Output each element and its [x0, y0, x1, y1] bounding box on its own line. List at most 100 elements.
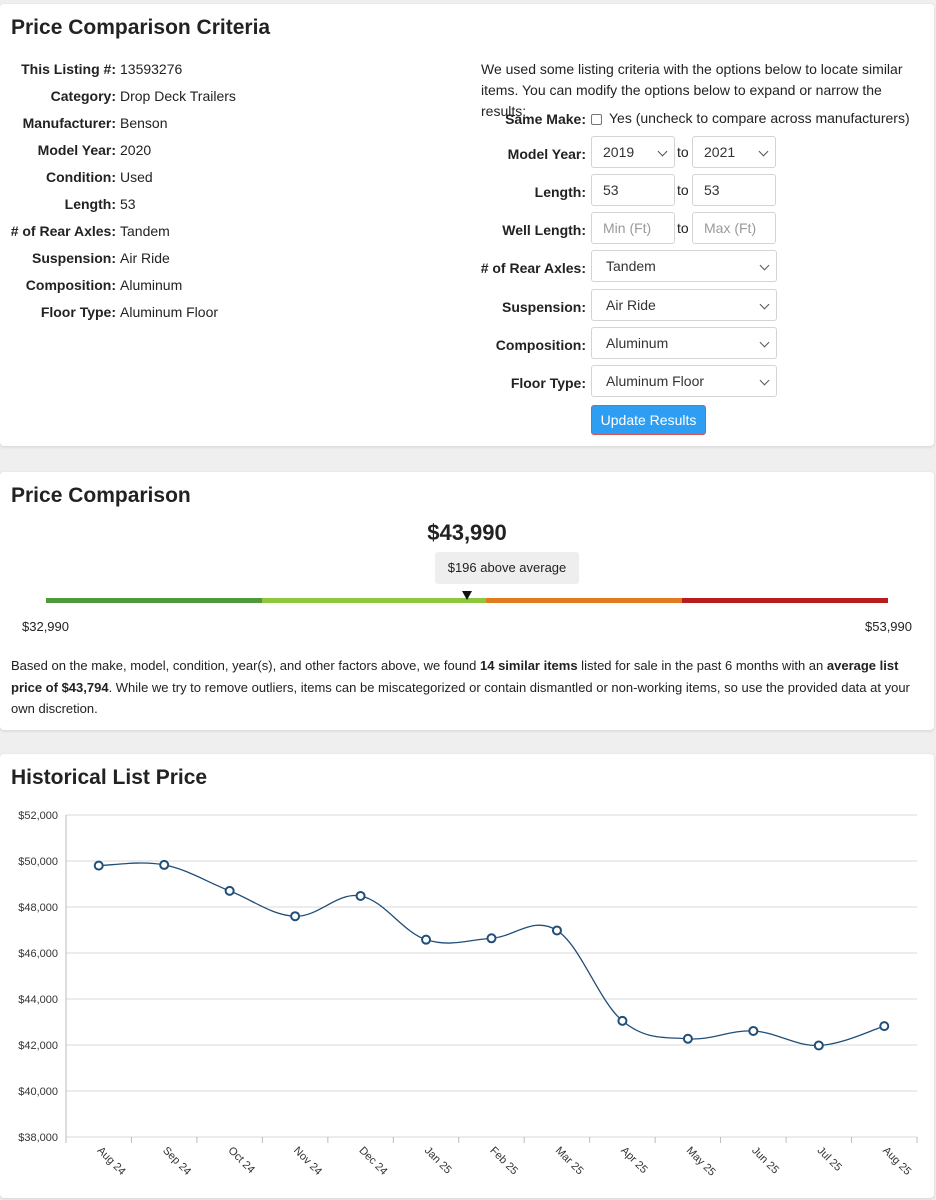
y-tick-label: $40,000 — [18, 1086, 58, 1098]
x-tick-label: Sep 24 — [160, 1145, 193, 1178]
same-make-checkbox[interactable] — [591, 114, 602, 125]
x-tick-label: Jul 25 — [815, 1145, 844, 1174]
gauge-segment — [46, 598, 262, 603]
x-tick-label: Feb 25 — [487, 1145, 520, 1178]
spec-label: Floor Type: — [40, 304, 116, 320]
price-comparison-title: Price Comparison — [11, 484, 191, 507]
data-point — [617, 1015, 628, 1026]
chevron-down-icon — [657, 146, 668, 157]
spec-row: Manufacturer: Benson — [0, 113, 400, 133]
x-tick-label: May 25 — [684, 1145, 718, 1179]
price-difference-badge: $196 above average — [435, 552, 579, 584]
spec-row: Condition: Used — [0, 167, 400, 187]
x-tick-label: Mar 25 — [553, 1145, 586, 1178]
price-comparison-card: Price Comparison $43,990 $196 above aver… — [0, 472, 934, 730]
model-year-from-select[interactable]: 2019 — [591, 136, 675, 168]
y-tick-label: $50,000 — [18, 856, 58, 868]
length-from-input[interactable]: 53 — [591, 174, 675, 206]
summary-text: Based on the make, model, condition, yea… — [11, 658, 480, 673]
data-point — [93, 860, 104, 871]
data-point — [748, 1025, 759, 1036]
spec-label: Condition: — [46, 169, 116, 185]
spec-row: This Listing #: 13593276 — [0, 59, 400, 79]
x-tick-label: Jan 25 — [422, 1145, 454, 1177]
update-results-button[interactable]: Update Results — [591, 405, 706, 435]
chevron-down-icon — [758, 146, 769, 157]
criteria-title: Price Comparison Criteria — [11, 16, 271, 39]
data-point — [879, 1021, 890, 1032]
spec-value: 13593276 — [120, 61, 183, 77]
suspension-label: Suspension: — [501, 299, 586, 315]
price-marker-icon — [462, 591, 472, 600]
rear-axles-value: Tandem — [606, 258, 656, 274]
length-to-input[interactable]: 53 — [692, 174, 776, 206]
historical-list-price-card: Historical List Price $38,000 $40,000 $42,… — [0, 754, 934, 1198]
x-tick-label: Aug 24 — [95, 1145, 128, 1178]
spec-label: Model Year: — [37, 142, 116, 158]
composition-select[interactable]: Aluminum — [591, 327, 777, 359]
chevron-down-icon — [759, 260, 770, 271]
listing-price: $43,990 — [427, 520, 507, 545]
spec-label: Suspension: — [31, 250, 116, 266]
floor-type-value: Aluminum Floor — [606, 373, 705, 389]
x-tick-label: Apr 25 — [618, 1145, 649, 1176]
well-length-max-input[interactable]: Max (Ft) — [692, 212, 776, 244]
data-point — [813, 1040, 824, 1051]
spec-value: Used — [120, 169, 153, 185]
floor-type-label: Floor Type: — [510, 375, 586, 391]
price-comparison-criteria-card: Price Comparison Criteria This Listing #… — [0, 4, 934, 446]
spec-row: Composition: Aluminum — [0, 275, 400, 295]
rear-axles-select[interactable]: Tandem — [591, 250, 777, 282]
model-year-from-value: 2019 — [603, 144, 635, 160]
gauge-segment — [262, 598, 486, 603]
data-point — [355, 890, 366, 901]
range-min-price: $32,990 — [22, 619, 69, 634]
length-to-text: to — [677, 182, 689, 198]
well-length-min-input[interactable]: Min (Ft) — [591, 212, 675, 244]
floor-type-select[interactable]: Aluminum Floor — [591, 365, 777, 397]
well-length-label: Well Length: — [502, 222, 586, 238]
gauge-segment — [486, 598, 682, 603]
spec-label: Length: — [64, 196, 116, 212]
y-tick-label: $48,000 — [18, 902, 58, 914]
price-summary: Based on the make, model, condition, yea… — [11, 655, 923, 720]
spec-value: Aluminum — [120, 277, 183, 293]
x-tick-label: Aug 25 — [880, 1145, 913, 1178]
average-list-price: average list price of $43,794 — [11, 658, 899, 695]
model-year-to-value: 2021 — [704, 144, 736, 160]
chevron-down-icon — [759, 375, 770, 386]
same-make-label: Same Make: — [505, 111, 586, 127]
range-max-price: $53,990 — [865, 619, 912, 634]
summary-text: . While we try to remove outliers, items… — [11, 679, 910, 717]
spec-value: Benson — [120, 115, 168, 131]
chevron-down-icon — [759, 337, 770, 348]
composition-label: Composition: — [495, 337, 586, 353]
suspension-value: Air Ride — [606, 297, 656, 313]
suspension-select[interactable]: Air Ride — [591, 289, 777, 321]
y-tick-label: $46,000 — [18, 948, 58, 960]
spec-label: # of Rear Axles: — [10, 223, 116, 239]
spec-label: This Listing #: — [21, 61, 116, 77]
spec-row: Suspension: Air Ride — [0, 248, 400, 268]
spec-row: # of Rear Axles: Tandem — [0, 221, 400, 241]
spec-label: Composition: — [25, 277, 116, 293]
model-year-to-text: to — [677, 144, 689, 160]
y-tick-label: $52,000 — [18, 810, 58, 822]
x-tick-label: Jun 25 — [749, 1145, 781, 1177]
y-tick-label: $44,000 — [18, 994, 58, 1006]
spec-row: Model Year: 2020 — [0, 140, 400, 160]
data-point — [421, 934, 432, 945]
summary-text: listed for sale in the past 6 months wit… — [577, 658, 827, 673]
spec-row: Floor Type: Aluminum Floor — [0, 302, 400, 322]
model-year-to-select[interactable]: 2021 — [692, 136, 776, 168]
data-point — [551, 925, 562, 936]
data-point — [224, 885, 235, 896]
spec-row: Category: Drop Deck Trailers — [0, 86, 400, 106]
length-label: Length: — [534, 184, 586, 200]
spec-label: Category: — [50, 88, 116, 104]
composition-value: Aluminum — [606, 335, 669, 351]
x-tick-label: Nov 24 — [291, 1145, 324, 1178]
criteria-intro: We used some listing criteria with the o… — [481, 61, 903, 119]
history-title: Historical List Price — [11, 766, 208, 789]
y-tick-label: $38,000 — [18, 1132, 58, 1144]
